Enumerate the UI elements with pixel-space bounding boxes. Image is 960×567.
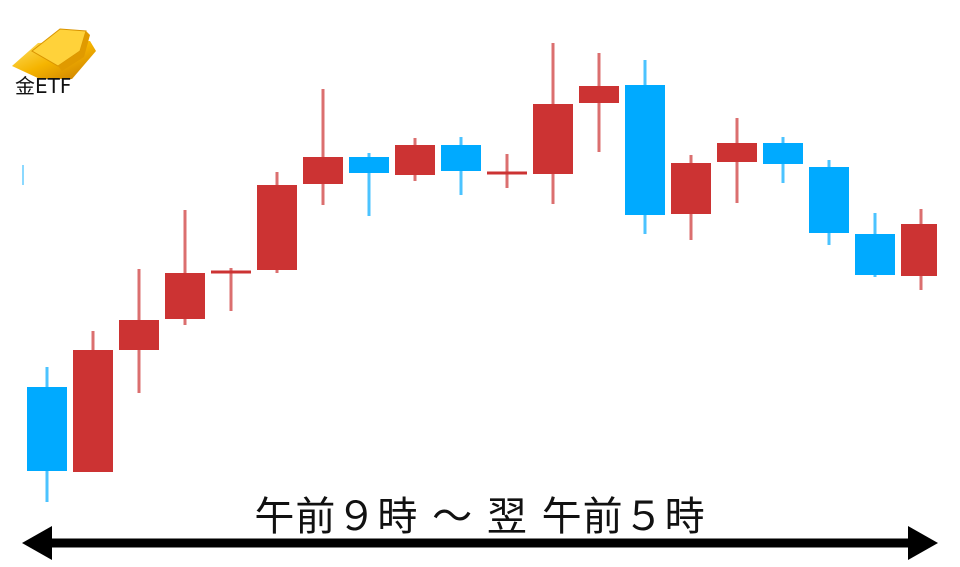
time-range-caption: 午前９時 ～ 翌 午前５時 bbox=[254, 494, 706, 540]
candle-body bbox=[763, 143, 803, 164]
candle-body bbox=[717, 143, 757, 162]
candle bbox=[625, 60, 665, 234]
candle bbox=[763, 137, 803, 183]
candle bbox=[395, 138, 435, 181]
candle bbox=[303, 89, 343, 205]
logo-label: 金ETF bbox=[15, 74, 72, 98]
candle bbox=[349, 153, 389, 216]
candle bbox=[717, 118, 757, 203]
arrow-left bbox=[22, 526, 52, 560]
candle bbox=[257, 172, 297, 273]
candle-body bbox=[579, 86, 619, 103]
candle-body bbox=[73, 350, 113, 472]
candle-body bbox=[855, 234, 895, 275]
time-range-arrow bbox=[22, 526, 938, 560]
candle bbox=[671, 155, 711, 240]
candle-body bbox=[441, 145, 481, 171]
candle bbox=[119, 269, 159, 393]
candle bbox=[211, 268, 251, 311]
candle-body bbox=[303, 157, 343, 184]
candle bbox=[27, 367, 67, 502]
candle bbox=[165, 210, 205, 325]
candle bbox=[809, 160, 849, 245]
arrow-right bbox=[908, 526, 938, 560]
candle bbox=[579, 53, 619, 152]
candle-body bbox=[165, 273, 205, 319]
candle-body bbox=[809, 167, 849, 233]
candle-body bbox=[901, 224, 937, 276]
candle bbox=[533, 43, 573, 204]
candle-body bbox=[257, 185, 297, 270]
candle-body bbox=[395, 145, 435, 175]
candle-body bbox=[211, 270, 251, 274]
candle bbox=[73, 331, 113, 472]
candle-body bbox=[625, 85, 665, 215]
candle bbox=[441, 137, 481, 195]
candle-body bbox=[533, 104, 573, 174]
candle-body bbox=[487, 171, 527, 175]
candle bbox=[901, 209, 937, 290]
candle bbox=[487, 154, 527, 188]
candle-body bbox=[27, 387, 67, 471]
gold-bars-icon bbox=[12, 28, 96, 79]
candle bbox=[855, 213, 895, 277]
candle-body bbox=[119, 320, 159, 350]
candle-body bbox=[671, 163, 711, 214]
candle-body bbox=[349, 157, 389, 173]
